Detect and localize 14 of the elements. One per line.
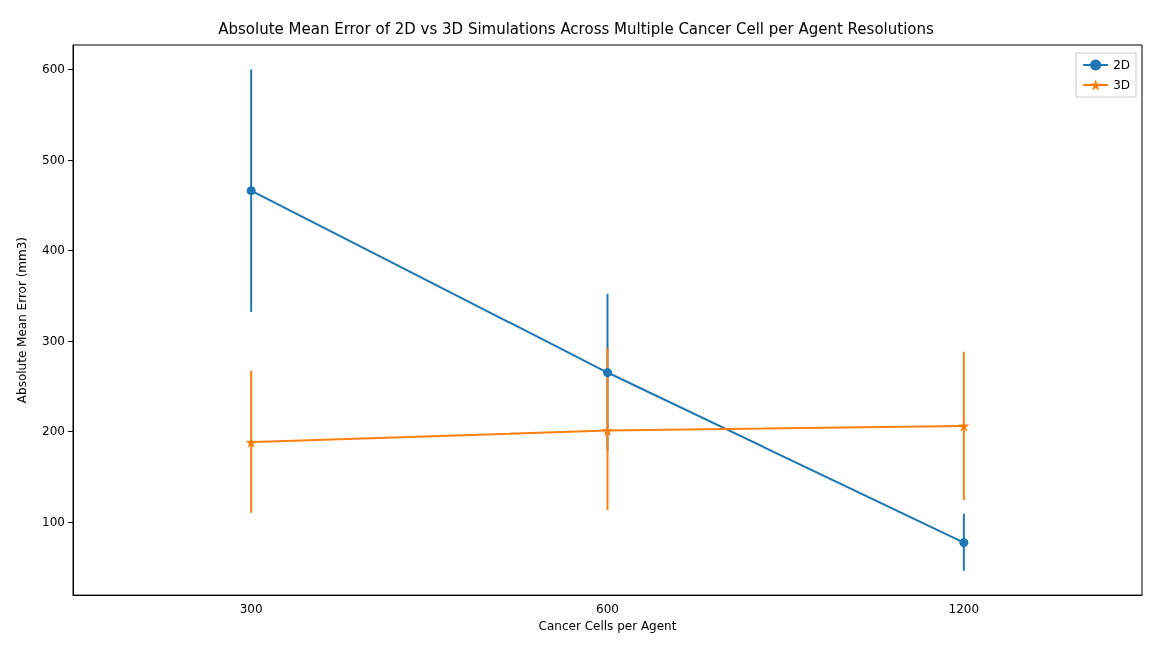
y-tick-label: 400 [42,243,65,258]
y-axis-title: Absolute Mean Error (mm3) [15,236,29,404]
legend-label: 3D [1113,78,1130,92]
x-tick-label: 300 [239,602,263,617]
y-tick-label: 100 [42,514,65,529]
chart-title: Absolute Mean Error of 2D vs 3D Simulations Across Multiple Cancer Cell per Agent Resolutions [218,19,934,38]
y-tick-label: 200 [42,424,65,439]
y-tick-label: 300 [42,333,65,348]
y-tick-label: 500 [42,152,65,167]
y-tick-label: 600 [42,62,65,77]
legend-label: 2D [1113,58,1130,72]
x-axis-title: Cancer Cells per Agent [538,619,677,633]
x-tick-label: 600 [596,602,619,617]
x-tick-label: 1200 [948,602,980,617]
